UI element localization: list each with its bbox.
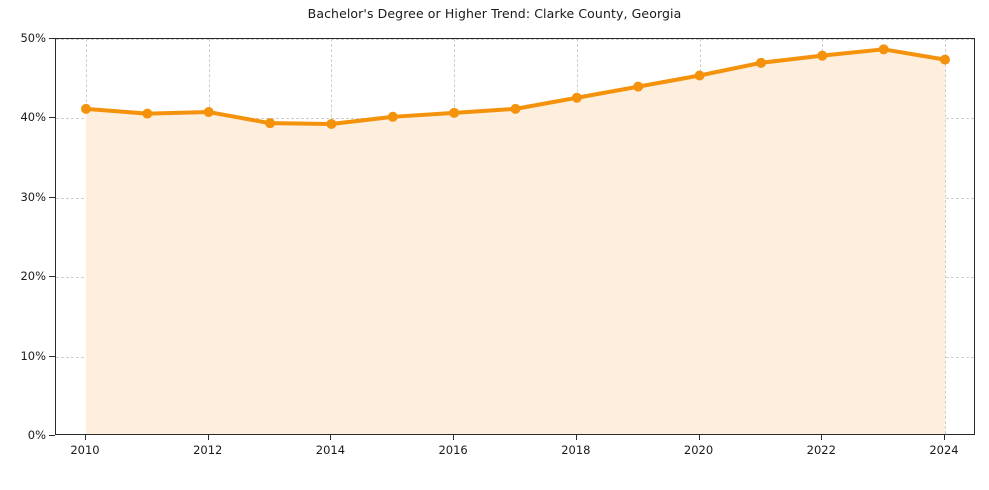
x-axis-tick-marks [55, 435, 975, 443]
x-tick-label-2010: 2010 [70, 443, 100, 457]
y-tick-label-10%: 10% [20, 348, 46, 363]
y-tick-label-30%: 30% [20, 189, 46, 204]
x-axis-tick-labels: 2010 2012 2014 2016 2018 2020 2022 2024 [55, 435, 975, 475]
data-point-2012 [203, 107, 214, 118]
x-tick-label-2022: 2022 [806, 443, 836, 457]
x-tick-mark-2020 [698, 435, 700, 440]
x-tick-mark-2010 [85, 435, 86, 440]
data-point-2010 [81, 103, 91, 114]
data-point-2022 [817, 50, 828, 61]
x-tick-mark-2024 [944, 435, 945, 440]
x-tick-mark-2016 [453, 435, 455, 440]
data-point-2020 [694, 70, 705, 81]
x-tick-mark-2018 [575, 435, 577, 440]
x-tick-label-2020: 2020 [683, 443, 714, 457]
data-point-2011 [142, 108, 153, 119]
data-point-2021 [755, 57, 766, 68]
series-fill-area [86, 49, 945, 434]
y-tick-label-40%: 40% [20, 110, 46, 125]
y-tick-mark-10% [49, 355, 55, 357]
x-tick-mark-2022 [821, 435, 823, 440]
plot-area [55, 38, 975, 435]
y-tick-mark-20% [49, 276, 55, 278]
y-tick-mark-0% [49, 435, 55, 436]
x-tick-label-2014: 2014 [315, 443, 346, 457]
data-point-2024 [940, 54, 950, 65]
data-point-2019 [633, 81, 644, 92]
data-point-2015 [387, 111, 398, 122]
data-point-2013 [265, 118, 276, 129]
x-tick-label-2024: 2024 [929, 443, 959, 457]
data-point-2023 [878, 44, 889, 55]
gridline-y-50% [56, 39, 974, 40]
data-point-2017 [510, 103, 521, 114]
data-point-2014 [326, 118, 337, 129]
gridline-x-2024 [945, 39, 946, 434]
series-area-line [81, 44, 950, 434]
x-tick-mark-2014 [330, 435, 332, 440]
y-tick-mark-40% [49, 117, 55, 119]
data-point-2016 [449, 107, 460, 118]
y-axis-tick-labels: 0% 10% 20% 30% 40% 50% [0, 31, 46, 442]
x-tick-mark-2012 [207, 435, 209, 440]
x-tick-label-2012: 2012 [193, 443, 223, 457]
y-tick-mark-30% [49, 196, 55, 198]
y-tick-label-50%: 50% [20, 31, 46, 45]
y-tick-label-0%: 0% [27, 428, 46, 442]
data-point-2018 [571, 92, 582, 103]
x-tick-label-2016: 2016 [438, 443, 468, 457]
x-tick-label-2018: 2018 [561, 443, 591, 457]
y-axis-tick-marks [0, 38, 55, 436]
y-tick-mark-50% [49, 38, 55, 39]
y-tick-label-20%: 20% [20, 269, 46, 284]
chart-title: Bachelor's Degree or Higher Trend: Clark… [307, 6, 682, 21]
